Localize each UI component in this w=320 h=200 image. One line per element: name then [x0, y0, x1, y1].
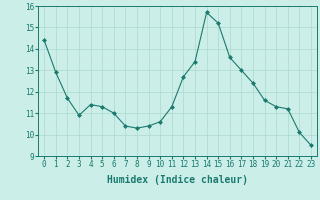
X-axis label: Humidex (Indice chaleur): Humidex (Indice chaleur) [107, 175, 248, 185]
